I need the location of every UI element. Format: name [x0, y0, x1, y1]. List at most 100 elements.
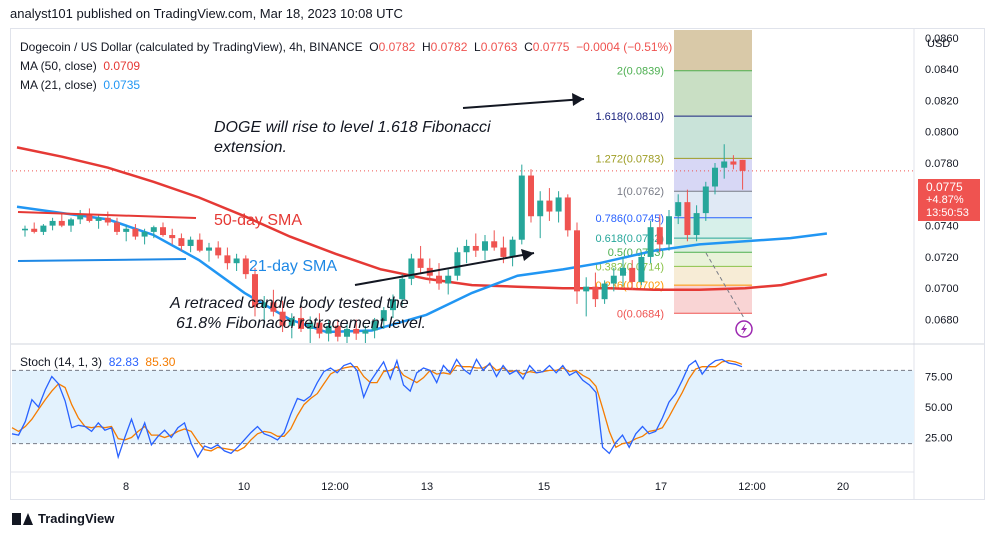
candle [574, 222, 580, 304]
candle-body [629, 267, 636, 282]
candle [390, 294, 396, 318]
ohlc-low: 0.0763 [480, 40, 518, 54]
candle-body [675, 202, 682, 217]
candle-body [712, 167, 718, 187]
candle-body [22, 228, 28, 231]
candle-body [279, 311, 286, 326]
time-tick-label: 10 [238, 481, 250, 493]
candle-body [141, 231, 148, 237]
fib-level-label: 0.618(0.0732) [596, 233, 665, 245]
candle-body [178, 238, 185, 246]
candle-body [132, 228, 139, 237]
price-tick-label: 0.0720 [925, 252, 959, 264]
annotation-doge-rise-1: DOGE will rise to level 1.618 Fibonacci [214, 119, 491, 136]
stoch-legend[interactable]: Stoch (14, 1, 3) 82.83 85.30 [20, 355, 175, 369]
candle [371, 317, 378, 339]
symbol-title: Dogecoin / US Dollar (calculated by Trad… [20, 40, 363, 54]
candle-body [261, 302, 268, 308]
stochastic-pane: 25.00 50.00 75.00 [11, 358, 953, 460]
candle [417, 245, 424, 275]
stoch-k-value: 82.83 [108, 355, 139, 369]
candle [555, 191, 562, 223]
annotation-retrace-2: 61.8% Fibonacci retracement level. [176, 315, 426, 332]
lightning-icon[interactable] [735, 320, 753, 338]
fib-band [674, 70, 752, 117]
candle-body [583, 286, 590, 292]
fib-level-label: 1(0.0762) [617, 186, 664, 198]
legend-ma21[interactable]: MA (21, close) 0.0735 [20, 76, 672, 95]
fib-band [674, 217, 752, 239]
candle-body [233, 258, 240, 264]
candle-body [353, 328, 360, 334]
last-price: 0.0775 [926, 180, 963, 194]
candle-body [150, 227, 157, 232]
candle [454, 247, 461, 281]
candle-body [169, 235, 176, 239]
candle [233, 253, 240, 272]
candle-body [344, 328, 350, 337]
projection-dashed [705, 252, 745, 319]
candle-body [537, 200, 544, 217]
legend-main[interactable]: Dogecoin / US Dollar (calculated by Trad… [20, 38, 672, 57]
candle [684, 189, 691, 242]
candle [647, 220, 654, 264]
candle [160, 222, 166, 237]
candle-body [436, 275, 442, 284]
candle [739, 159, 746, 190]
candle [141, 228, 148, 245]
candle [298, 307, 304, 333]
candle [31, 222, 38, 234]
fib-level-label: 1.272(0.0783) [596, 153, 665, 165]
candle [215, 241, 222, 259]
brand-text: TradingView [38, 511, 115, 526]
candle-body [49, 220, 56, 226]
stoch-tick-label: 50.00 [925, 402, 953, 414]
candle-body [721, 161, 728, 168]
footer-brand[interactable]: TradingView [12, 511, 114, 526]
annotations: DOGE will rise to level 1.618 Fibonacci … [17, 93, 753, 338]
candle-body [739, 159, 746, 171]
candle-body [546, 200, 553, 212]
candle-body [500, 247, 507, 257]
candle [399, 274, 406, 306]
price-tick-label: 0.0820 [925, 95, 959, 107]
candle [150, 225, 157, 239]
candle-body [638, 256, 645, 282]
candle [104, 211, 111, 226]
candle [242, 255, 249, 279]
time-tick-label: 15 [538, 481, 550, 493]
candle-body [666, 216, 672, 245]
candle-body [316, 322, 323, 334]
ohlc-close: 0.0775 [532, 40, 570, 54]
candle [187, 236, 194, 253]
candle [537, 191, 544, 239]
candle [629, 260, 636, 290]
candle [712, 163, 718, 195]
candle-body [445, 275, 452, 284]
price-tick-label: 0.0780 [925, 158, 959, 170]
candle [583, 277, 590, 317]
ohlc-high-label: H [422, 40, 431, 54]
price-tick-label: 0.0840 [925, 64, 959, 76]
candle [86, 208, 93, 223]
candle [261, 296, 268, 323]
candle [307, 316, 314, 343]
candle-body [417, 258, 424, 268]
stoch-d-line [11, 359, 743, 452]
candle-body [95, 217, 102, 221]
price-tick-label: 0.0680 [925, 315, 959, 327]
annotation-sma21: 21-day SMA [249, 258, 337, 275]
arrow-breakout [354, 252, 535, 286]
candle-body [620, 267, 626, 276]
candle [95, 214, 102, 229]
candle-body [31, 228, 38, 232]
arrow-breakout-head [521, 249, 534, 261]
candle [344, 324, 350, 343]
legend-ma50[interactable]: MA (50, close) 0.0709 [20, 57, 672, 76]
candle [325, 321, 332, 342]
candle-body [491, 241, 498, 248]
candle-body [693, 213, 700, 236]
candle [702, 181, 709, 221]
candle-body [196, 239, 203, 251]
